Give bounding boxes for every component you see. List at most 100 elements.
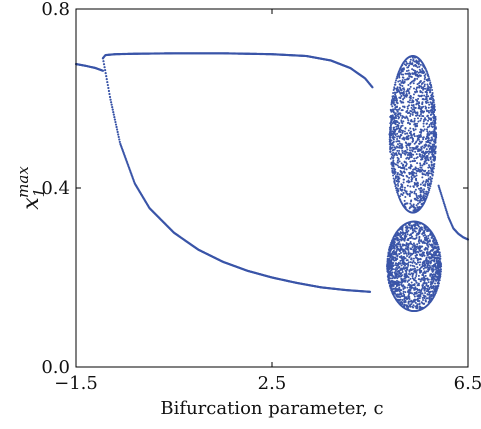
data-point-chaotic-lower: [429, 249, 432, 252]
data-point-chaotic-lower: [396, 255, 399, 258]
data-point-chaotic-upper: [399, 114, 402, 117]
data-point-chaotic-upper: [427, 101, 430, 104]
data-point-chaotic-upper: [392, 108, 395, 111]
data-point-chaotic-upper-edge: [429, 81, 432, 84]
data-point-chaotic-upper: [409, 120, 412, 123]
data-point-chaotic-upper: [397, 166, 400, 169]
data-point-chaotic-upper: [390, 139, 393, 142]
data-point-chaotic-upper: [402, 98, 405, 101]
data-point-chaotic-lower: [409, 240, 412, 243]
data-point-chaotic-lower: [410, 233, 413, 236]
data-point-chaotic-lower: [396, 268, 398, 271]
data-point-chaotic-upper-edge: [435, 133, 438, 136]
data-point-chaotic-upper: [407, 179, 410, 182]
data-point-chaotic-upper-edge: [390, 163, 393, 166]
data-point-chaotic-lower: [400, 295, 403, 298]
data-point-chaotic-upper: [425, 97, 428, 100]
data-point-chaotic-lower: [423, 233, 426, 236]
data-point-chaotic-upper: [426, 133, 429, 136]
data-point-chaotic-upper: [392, 156, 395, 159]
data-point-chaotic-lower: [421, 263, 424, 266]
data-point-chaotic-upper: [406, 117, 409, 120]
data-point-chaotic-upper: [434, 147, 437, 150]
data-point-chaotic-lower: [408, 300, 411, 303]
data-point-chaotic-upper: [411, 137, 414, 140]
data-point-chaotic-lower-edge: [389, 286, 392, 289]
data-point-chaotic-lower: [433, 242, 436, 245]
data-point-chaotic-lower: [412, 231, 415, 234]
data-point-chaotic-upper: [420, 187, 422, 190]
data-point-chaotic-upper: [402, 67, 405, 70]
data-point-chaotic-upper: [409, 73, 412, 76]
data-point-chaotic-lower: [403, 239, 406, 242]
data-point-chaotic-upper: [425, 93, 428, 96]
data-point-chaotic-lower: [390, 247, 393, 250]
data-point-chaotic-lower: [432, 278, 435, 281]
data-point-chaotic-lower: [401, 284, 403, 287]
data-point-chaotic-upper: [413, 192, 416, 195]
data-point-chaotic-lower: [396, 277, 399, 280]
data-point-lower: [103, 66, 106, 69]
data-point-chaotic-upper: [406, 121, 409, 124]
data-point-chaotic-lower: [386, 270, 389, 273]
data-point-chaotic-lower: [403, 293, 406, 296]
data-point-chaotic-upper: [395, 179, 398, 182]
data-point-chaotic-lower: [415, 270, 418, 273]
data-point-chaotic-lower: [427, 256, 430, 259]
data-point-chaotic-upper: [403, 161, 406, 164]
data-point-chaotic-upper: [412, 69, 415, 72]
data-point-chaotic-upper-edge: [390, 99, 393, 102]
data-point-chaotic-lower: [389, 265, 392, 268]
data-point-chaotic-lower: [417, 295, 420, 298]
data-point-chaotic-upper: [392, 157, 395, 160]
data-point-chaotic-lower: [410, 269, 413, 272]
data-point-chaotic-upper: [415, 88, 418, 91]
data-point-chaotic-upper-edge: [392, 89, 395, 92]
data-point-chaotic-lower: [395, 274, 398, 277]
data-point-chaotic-upper: [415, 204, 418, 207]
data-point-chaotic-lower: [406, 286, 409, 289]
data-point-chaotic-lower: [417, 278, 420, 281]
data-point-chaotic-upper-edge: [396, 191, 399, 194]
data-point-chaotic-lower: [426, 288, 429, 291]
data-point-chaotic-lower-edge: [386, 265, 389, 268]
x-tick-label: 6.5: [454, 373, 481, 394]
data-point-chaotic-upper: [389, 130, 392, 133]
data-point-chaotic-lower: [409, 264, 412, 267]
data-point-chaotic-lower: [401, 268, 404, 271]
data-point-chaotic-lower: [412, 242, 415, 245]
data-point-lower: [117, 135, 120, 139]
data-point-lower: [107, 89, 111, 93]
data-point-chaotic-lower: [411, 284, 414, 287]
data-point-chaotic-lower: [402, 292, 405, 295]
data-point-chaotic-upper: [428, 103, 431, 106]
data-point-chaotic-upper: [403, 199, 406, 202]
data-point-chaotic-lower-edge: [386, 275, 389, 278]
data-point-chaotic-lower: [413, 283, 416, 286]
data-point-chaotic-lower: [411, 264, 414, 267]
data-point-chaotic-upper: [426, 179, 429, 182]
data-point-chaotic-lower: [416, 303, 419, 306]
data-point-chaotic-lower: [407, 301, 410, 304]
data-point-chaotic-upper: [425, 162, 428, 165]
data-point-chaotic-lower: [405, 242, 408, 245]
data-point-chaotic-upper: [398, 160, 401, 163]
data-point-chaotic-upper: [423, 118, 426, 121]
data-point-chaotic-lower: [424, 287, 427, 290]
data-point-chaotic-upper: [409, 206, 412, 209]
data-point-chaotic-upper: [432, 148, 435, 151]
data-point-chaotic-upper: [410, 136, 413, 139]
data-point-chaotic-upper: [394, 114, 397, 117]
data-point-chaotic-lower: [410, 226, 413, 229]
data-point-chaotic-upper: [430, 167, 433, 170]
data-point-chaotic-upper: [411, 150, 414, 153]
data-point-chaotic-lower: [439, 270, 442, 273]
data-point-chaotic-upper: [419, 189, 422, 192]
data-point-chaotic-lower: [423, 302, 426, 305]
data-point-chaotic-lower: [406, 259, 409, 262]
data-point-chaotic-upper: [406, 180, 409, 183]
data-point-chaotic-upper: [415, 192, 418, 195]
data-point-chaotic-lower: [394, 251, 397, 254]
data-point-chaotic-lower: [402, 290, 405, 293]
data-point-chaotic-upper: [426, 89, 429, 92]
